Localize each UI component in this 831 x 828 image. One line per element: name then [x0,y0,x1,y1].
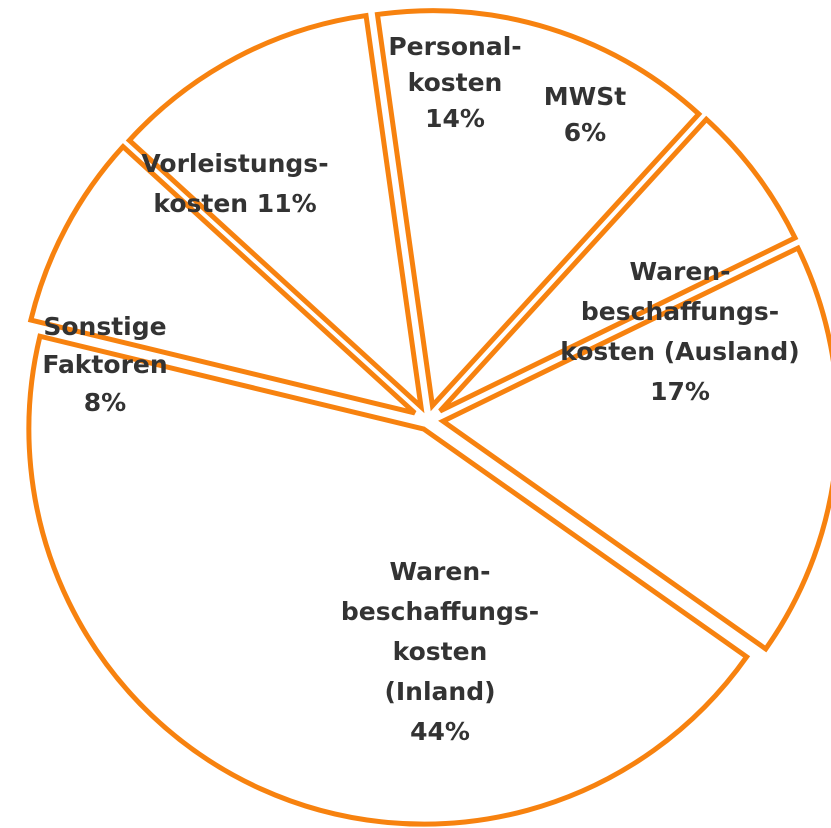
category-label: kosten [153,189,248,218]
category-label: (Inland) [384,677,495,706]
category-label: Sonstige [43,312,166,341]
pie-slice [438,115,799,414]
slice-label: Waren-beschaffungs-kosten (Ausland) 17% [560,257,799,406]
category-label: kosten [408,68,503,97]
slice-label: Sonstige Faktoren 8% [42,312,167,417]
pie-slice [125,12,425,414]
slice-label: Waren-beschaffungs-kosten (Inland) 44% [341,557,539,746]
category-label: Vorleistungs- [141,149,328,178]
value-label: 14% [425,104,485,133]
space [248,189,257,218]
slice-label: Vorleistungs-kosten 11% [141,149,328,218]
category-label: Waren- [389,557,490,586]
category-label: Faktoren [42,350,167,379]
category-label: Waren- [629,257,730,286]
category-label: MWSt [544,82,626,111]
category-label: kosten [393,637,488,666]
category-label: kosten (Ausland) [560,337,799,366]
slice-label: MWSt 6% [544,82,626,147]
value-label: 17% [650,377,710,406]
value-label: 6% [564,118,606,147]
pie-slice [438,244,831,653]
slice-label: Personal-kosten 14% [388,32,521,133]
pie-slice [26,333,751,827]
value-label: 44% [410,717,470,746]
category-label: beschaffungs- [581,297,779,326]
value-label: 8% [84,388,126,417]
value-label: 11% [257,189,317,218]
category-label: Personal- [388,32,521,61]
category-label: beschaffungs- [341,597,539,626]
pie-slice [374,8,703,412]
pie-slice [27,143,417,416]
